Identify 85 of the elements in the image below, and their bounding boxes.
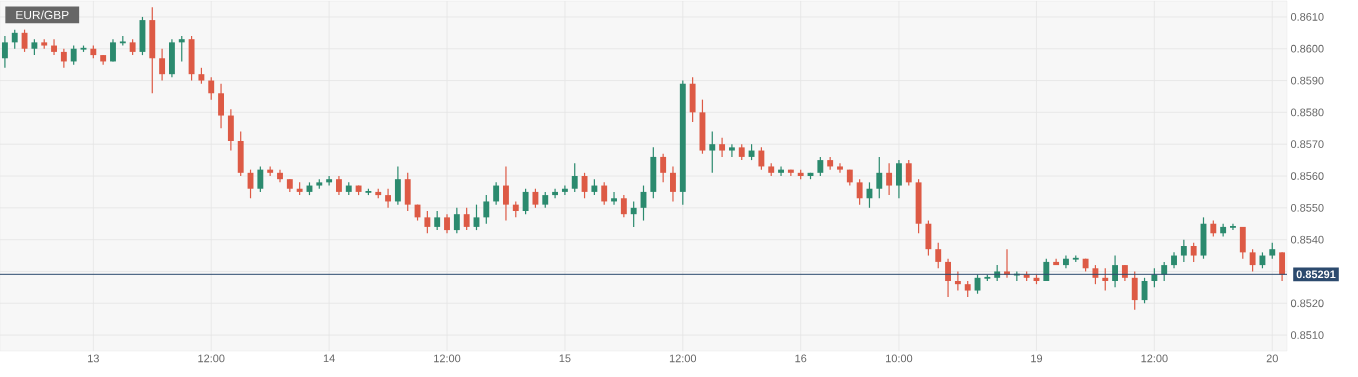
candlestick <box>493 181 500 206</box>
candlestick <box>1230 223 1236 231</box>
candlestick <box>1131 270 1138 311</box>
candlestick <box>895 159 902 199</box>
candlestick <box>856 178 863 206</box>
candlestick <box>385 188 392 209</box>
candlestick <box>837 162 843 174</box>
candlestick <box>1279 251 1286 282</box>
candlestick <box>434 210 441 231</box>
candlestick <box>876 156 883 199</box>
text: EUR/GBP <box>16 10 69 20</box>
candlestick <box>886 162 893 196</box>
candlestick <box>611 191 617 206</box>
x-tick-label: 16 <box>795 354 807 363</box>
candlestick <box>630 200 637 228</box>
candlestick <box>581 172 588 199</box>
candlestick <box>935 242 942 269</box>
candlestick <box>1092 264 1099 285</box>
y-tick-label: 0.8610 <box>1290 13 1324 21</box>
ref-line-label: 0.85291 <box>1296 270 1336 279</box>
candlestick <box>463 207 470 231</box>
y-tick-label: 0.8550 <box>1290 203 1324 212</box>
y-tick-label: 0.8570 <box>1290 140 1324 149</box>
x-tick-label: 12:00 <box>1141 354 1168 363</box>
candlestick <box>1004 248 1010 279</box>
candlestick <box>218 83 224 129</box>
candlestick <box>51 38 57 56</box>
y-tick-label: 0.8600 <box>1290 44 1324 53</box>
x-tick-label: 12:00 <box>434 354 461 363</box>
y-tick-label: 0.8540 <box>1290 235 1324 244</box>
candlestick <box>1161 261 1168 282</box>
candlestick <box>522 188 529 215</box>
candlestick <box>257 165 264 193</box>
candlestick <box>620 194 627 218</box>
candlestick <box>817 156 824 177</box>
candlestick <box>709 130 716 174</box>
y-tick-label: 0.8510 <box>1290 331 1324 339</box>
candlestick <box>60 48 67 69</box>
candlestick <box>11 29 18 50</box>
candlestick <box>1249 248 1256 273</box>
candlestick <box>444 213 450 234</box>
candlestick <box>1151 267 1158 288</box>
candlestick <box>954 270 961 292</box>
candlestick <box>552 188 559 199</box>
candlestick <box>778 165 784 177</box>
candlestick <box>728 143 735 158</box>
y-tick-label: 0.8580 <box>1290 108 1324 117</box>
candlestick <box>601 181 608 206</box>
candlestick <box>503 165 509 222</box>
candlestick <box>1102 267 1109 292</box>
candlestick <box>532 188 539 209</box>
candlestick <box>208 76 215 101</box>
x-tick-label: 12:00 <box>198 354 225 363</box>
candlestick <box>424 210 431 234</box>
x-tick-label: 14 <box>323 354 335 363</box>
candlestick <box>1 35 8 69</box>
candlestick <box>571 162 578 193</box>
candlestick <box>394 165 401 206</box>
candlestick <box>21 29 28 53</box>
candlestick <box>159 48 166 82</box>
candlestick <box>758 146 765 171</box>
candlestick <box>670 165 676 203</box>
candlestick <box>453 207 460 234</box>
candlestick <box>70 44 77 66</box>
y-tick-label: 0.8520 <box>1290 299 1324 308</box>
candlestick <box>326 175 333 187</box>
x-tick-label: 13 <box>88 354 99 363</box>
candlestick <box>561 184 568 196</box>
y-tick-label: 0.8590 <box>1290 76 1324 85</box>
candlestick <box>178 35 185 63</box>
x-tick-label: 10:00 <box>886 354 913 363</box>
candlestick <box>660 153 667 183</box>
candlestick <box>1112 254 1119 288</box>
y-tick-label: 0.8560 <box>1290 172 1324 180</box>
candlestick <box>905 159 912 187</box>
x-tick-label: 19 <box>1031 354 1043 363</box>
candlestick <box>1180 239 1187 263</box>
candlestick <box>719 137 726 158</box>
candlestick <box>336 175 342 196</box>
candlestick <box>483 194 490 225</box>
candlestick <box>1190 242 1197 263</box>
x-tick-label: 12:00 <box>669 354 697 363</box>
x-tick-label: 15 <box>559 354 571 363</box>
candlestick <box>945 258 951 298</box>
x-tick-label: 20 <box>1266 354 1278 363</box>
